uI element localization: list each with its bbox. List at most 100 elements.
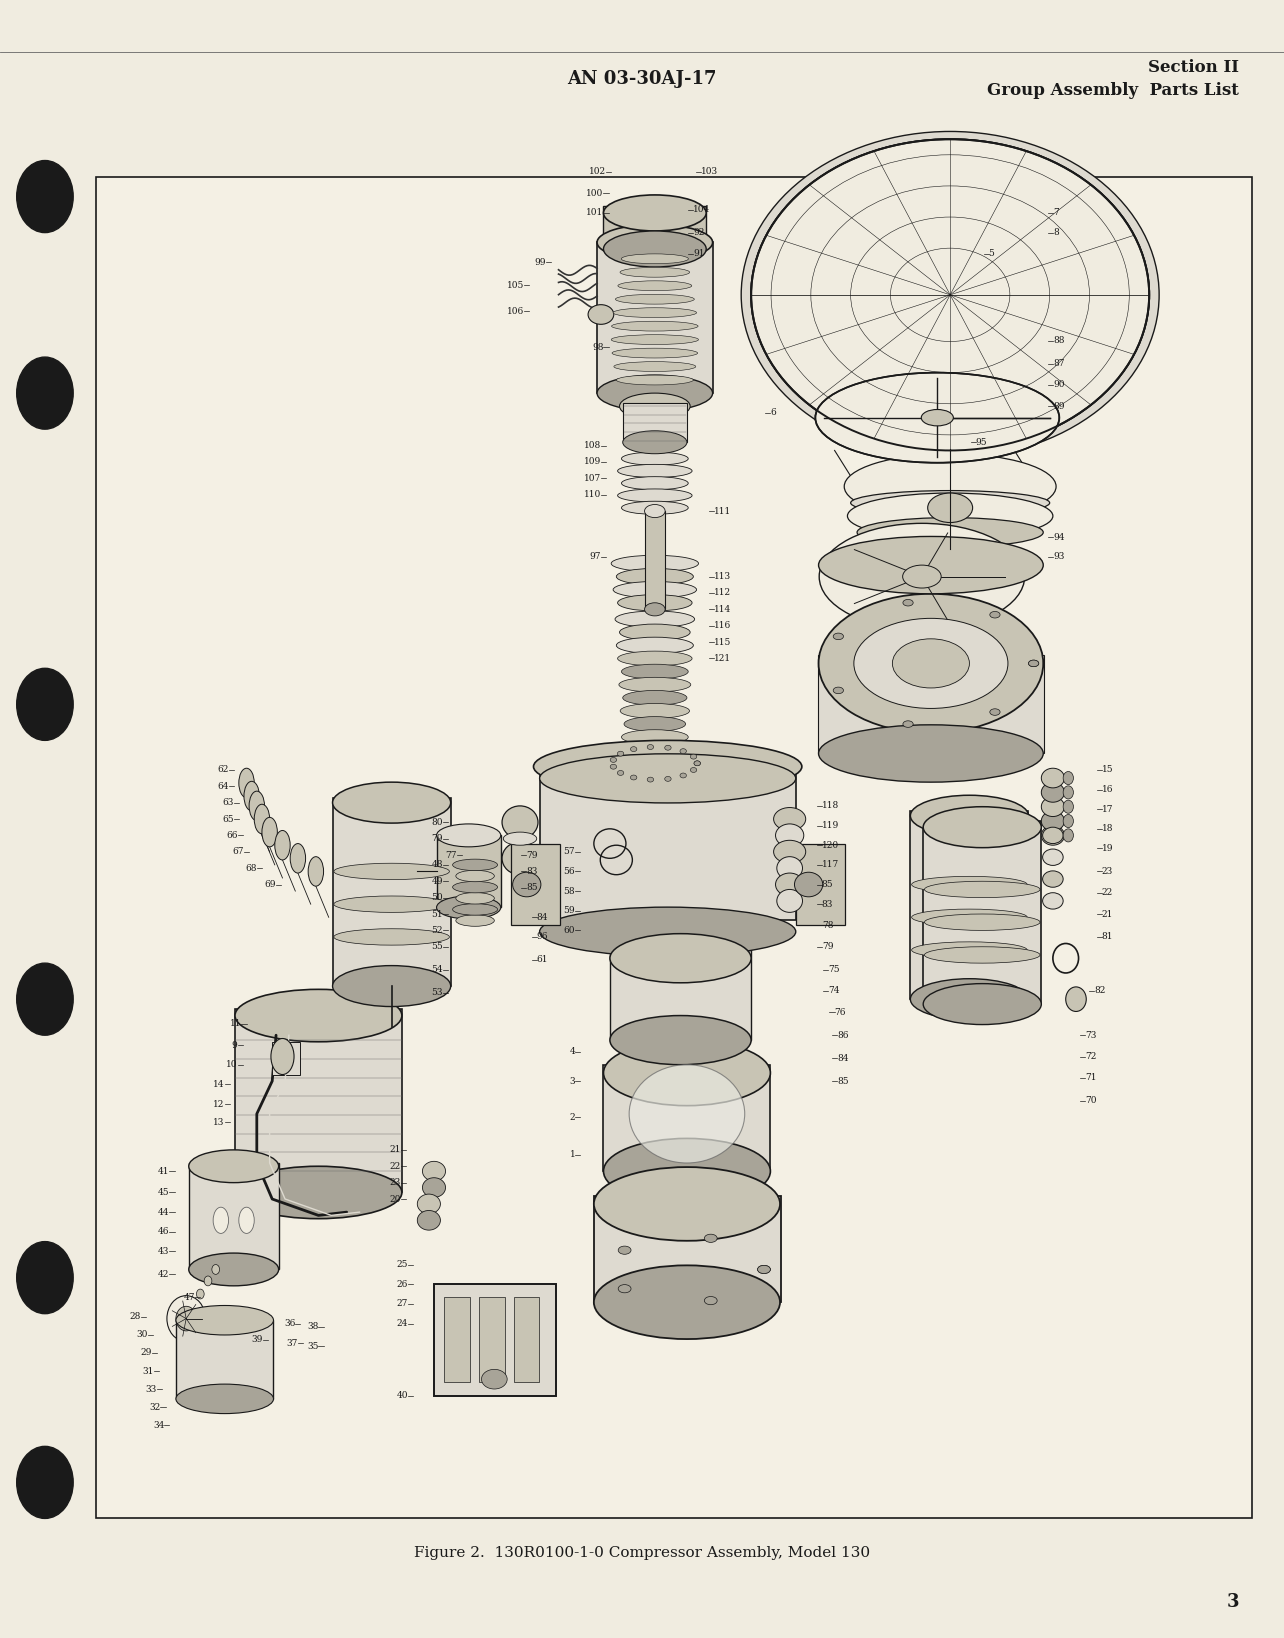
Bar [511,844,560,925]
Ellipse shape [1066,986,1086,1011]
Ellipse shape [189,1150,279,1183]
Text: 25: 25 [397,1260,408,1269]
Text: 66: 66 [226,830,238,840]
Ellipse shape [912,876,1027,893]
Text: 37: 37 [286,1338,298,1348]
Ellipse shape [1063,771,1073,785]
Ellipse shape [612,349,697,359]
Text: 94: 94 [1053,532,1064,542]
Text: 55: 55 [431,942,443,952]
Text: 112: 112 [714,588,731,598]
Text: 98: 98 [592,342,603,352]
Text: 38: 38 [307,1322,318,1332]
Text: 22: 22 [389,1161,401,1171]
Text: 118: 118 [822,801,838,811]
Text: 44: 44 [158,1207,169,1217]
Text: 18: 18 [1102,824,1113,834]
Text: 49: 49 [431,876,443,886]
Ellipse shape [990,611,1000,618]
Circle shape [17,1446,73,1518]
Bar [434,1284,556,1396]
Bar [437,835,501,907]
Ellipse shape [417,1210,440,1230]
Ellipse shape [990,709,1000,716]
Ellipse shape [645,603,665,616]
Ellipse shape [903,600,913,606]
Ellipse shape [254,804,270,834]
Text: 108: 108 [584,441,601,450]
Ellipse shape [452,860,497,871]
Ellipse shape [456,870,494,881]
Ellipse shape [847,493,1053,539]
Ellipse shape [333,966,451,1006]
Text: 22: 22 [1102,888,1113,898]
Text: 34: 34 [153,1420,164,1430]
Text: 105: 105 [506,280,524,290]
Text: 60: 60 [564,925,575,935]
Text: 71: 71 [1085,1073,1097,1083]
Text: 59: 59 [564,906,575,916]
Text: 24: 24 [397,1319,408,1328]
Ellipse shape [844,454,1055,519]
Ellipse shape [623,691,687,706]
Text: 11: 11 [230,1019,241,1029]
Bar [818,655,1044,753]
Ellipse shape [239,1207,254,1233]
Ellipse shape [612,581,696,598]
Bar [444,1297,470,1382]
Bar [623,403,687,442]
Ellipse shape [693,760,700,767]
Text: 110: 110 [584,490,601,500]
Ellipse shape [621,663,688,678]
Ellipse shape [912,942,1027,958]
Ellipse shape [1063,814,1073,827]
Circle shape [17,1242,73,1314]
Ellipse shape [621,254,688,264]
Ellipse shape [176,1384,273,1414]
Ellipse shape [189,1253,279,1286]
Text: 35: 35 [307,1342,318,1351]
Text: 97: 97 [589,552,601,562]
Text: 92: 92 [693,228,705,238]
Text: 68: 68 [245,863,257,873]
Ellipse shape [502,842,538,875]
Text: 43: 43 [158,1247,169,1256]
Ellipse shape [665,776,672,781]
Ellipse shape [819,524,1025,631]
Ellipse shape [452,881,497,893]
Ellipse shape [741,131,1159,459]
Text: 84: 84 [837,1053,849,1063]
Text: 101: 101 [587,208,603,218]
Text: 40: 40 [397,1391,408,1400]
Text: 27: 27 [397,1299,408,1309]
Text: 39: 39 [252,1335,263,1345]
Bar [597,242,713,393]
Ellipse shape [621,452,688,465]
Ellipse shape [1041,783,1064,803]
Ellipse shape [290,844,306,873]
Ellipse shape [1041,768,1064,788]
Text: 15: 15 [1102,765,1113,775]
Bar [923,821,1041,1004]
Text: 52: 52 [431,925,443,935]
Ellipse shape [1043,827,1063,844]
Bar [645,511,665,609]
Text: 29: 29 [140,1348,152,1358]
Ellipse shape [1063,799,1073,812]
Ellipse shape [665,745,672,750]
Text: 96: 96 [537,932,548,942]
Bar [603,206,706,249]
Text: 19: 19 [1102,844,1113,853]
Text: 102: 102 [589,167,606,177]
Text: 3: 3 [1226,1594,1239,1610]
Ellipse shape [618,650,692,665]
Text: 81: 81 [1102,932,1113,942]
Ellipse shape [196,1289,204,1299]
Text: 6: 6 [770,408,776,418]
Ellipse shape [924,914,1040,930]
Text: 23: 23 [389,1178,401,1188]
Ellipse shape [204,1276,212,1286]
Circle shape [17,963,73,1035]
Text: 30: 30 [136,1330,148,1340]
Ellipse shape [923,808,1041,848]
